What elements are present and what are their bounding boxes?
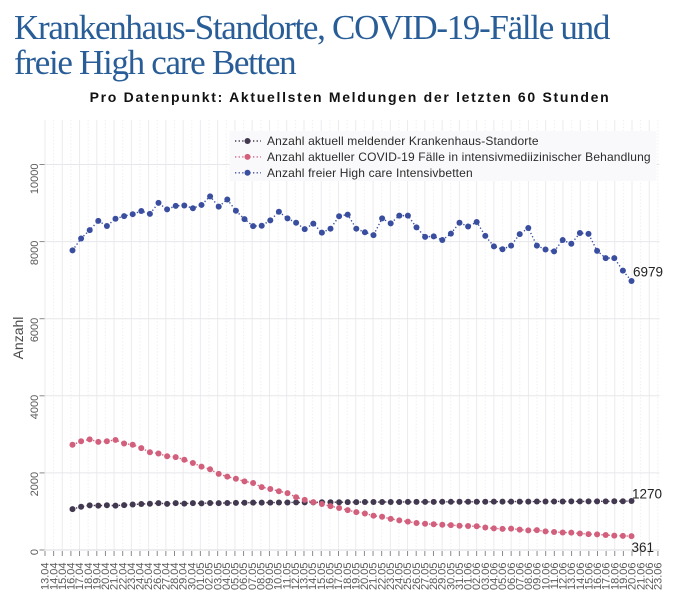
svg-text:30.04: 30.04: [186, 563, 198, 591]
svg-text:10000: 10000: [29, 164, 41, 195]
svg-text:19.06: 19.06: [618, 563, 630, 591]
svg-text:23.05: 23.05: [385, 563, 397, 591]
svg-text:01.06: 01.06: [463, 563, 475, 591]
svg-text:24.05: 24.05: [394, 563, 406, 591]
svg-text:19.05: 19.05: [350, 563, 362, 591]
svg-text:14.04: 14.04: [48, 563, 60, 591]
svg-text:1270: 1270: [632, 487, 662, 502]
svg-text:09.06: 09.06: [532, 563, 544, 591]
svg-text:28.05: 28.05: [428, 563, 440, 591]
svg-text:18.05: 18.05: [342, 563, 354, 591]
svg-text:Anzahl aktueller COVID-19 Fäll: Anzahl aktueller COVID-19 Fälle in inten…: [267, 150, 651, 164]
svg-text:04.06: 04.06: [489, 563, 501, 591]
svg-text:20.06: 20.06: [627, 563, 639, 591]
svg-text:07.06: 07.06: [514, 563, 526, 591]
svg-text:15.05: 15.05: [316, 563, 328, 591]
svg-text:24.04: 24.04: [135, 563, 147, 591]
svg-text:03.05: 03.05: [212, 563, 224, 591]
svg-text:13.05: 13.05: [299, 563, 311, 591]
svg-text:09.05: 09.05: [264, 563, 276, 591]
svg-text:10.06: 10.06: [540, 563, 552, 591]
svg-text:05.06: 05.06: [497, 563, 509, 591]
svg-text:22.04: 22.04: [117, 563, 129, 591]
svg-text:23.06: 23.06: [653, 563, 665, 591]
svg-text:21.05: 21.05: [368, 563, 380, 591]
svg-text:26.05: 26.05: [411, 563, 423, 591]
svg-text:08.06: 08.06: [523, 563, 535, 591]
svg-text:29.04: 29.04: [178, 563, 190, 591]
svg-text:12.05: 12.05: [290, 563, 302, 591]
svg-text:Anzahl aktuell meldender Krank: Anzahl aktuell meldender Krankenhaus-Sta…: [267, 134, 539, 148]
svg-text:03.06: 03.06: [480, 563, 492, 591]
svg-text:27.04: 27.04: [160, 563, 172, 591]
svg-text:10.05: 10.05: [273, 563, 285, 591]
svg-text:31.05: 31.05: [454, 563, 466, 591]
svg-text:12.06: 12.06: [558, 563, 570, 591]
svg-text:16.04: 16.04: [66, 563, 78, 591]
svg-text:28.04: 28.04: [169, 563, 181, 591]
svg-text:15.06: 15.06: [583, 563, 595, 591]
svg-text:02.05: 02.05: [204, 563, 216, 591]
svg-text:05.05: 05.05: [230, 563, 242, 591]
svg-text:15.04: 15.04: [57, 563, 69, 591]
svg-text:16.05: 16.05: [325, 563, 337, 591]
svg-text:08.05: 08.05: [255, 563, 267, 591]
svg-text:19.04: 19.04: [91, 563, 103, 591]
svg-text:17.04: 17.04: [74, 563, 86, 591]
svg-text:01.05: 01.05: [195, 563, 207, 591]
svg-text:6979: 6979: [633, 265, 663, 280]
svg-text:20.04: 20.04: [100, 563, 112, 591]
svg-text:22.06: 22.06: [644, 563, 656, 591]
svg-text:4000: 4000: [29, 395, 41, 419]
svg-text:Anzahl: Anzahl: [10, 317, 26, 360]
svg-text:18.04: 18.04: [83, 563, 95, 591]
svg-text:27.05: 27.05: [419, 563, 431, 591]
svg-text:14.06: 14.06: [575, 563, 587, 591]
svg-text:17.06: 17.06: [601, 563, 613, 591]
svg-text:361: 361: [632, 540, 655, 555]
svg-text:04.05: 04.05: [221, 563, 233, 591]
svg-text:2000: 2000: [29, 472, 41, 496]
svg-text:13.06: 13.06: [566, 563, 578, 591]
svg-text:26.04: 26.04: [152, 563, 164, 591]
svg-text:6000: 6000: [29, 318, 41, 342]
svg-text:02.06: 02.06: [471, 563, 483, 591]
svg-text:0: 0: [29, 549, 41, 555]
svg-text:13.04: 13.04: [40, 563, 52, 591]
svg-text:23.04: 23.04: [126, 563, 138, 591]
svg-text:21.06: 21.06: [635, 563, 647, 591]
svg-text:06.06: 06.06: [506, 563, 518, 591]
svg-text:11.05: 11.05: [281, 563, 293, 590]
svg-text:16.06: 16.06: [592, 563, 604, 591]
svg-text:25.05: 25.05: [402, 563, 414, 591]
svg-text:8000: 8000: [29, 241, 41, 265]
svg-text:20.05: 20.05: [359, 563, 371, 591]
svg-text:14.05: 14.05: [307, 563, 319, 591]
svg-text:18.06: 18.06: [609, 563, 621, 591]
svg-text:06.05: 06.05: [238, 563, 250, 591]
svg-text:22.05: 22.05: [376, 563, 388, 591]
svg-text:30.05: 30.05: [445, 563, 457, 591]
svg-text:07.05: 07.05: [247, 563, 259, 591]
svg-text:25.04: 25.04: [143, 563, 155, 591]
svg-text:11.06: 11.06: [549, 563, 561, 590]
svg-text:Anzahl freier High care Intens: Anzahl freier High care Intensivbetten: [267, 166, 473, 180]
svg-text:17.05: 17.05: [333, 563, 345, 591]
svg-text:29.05: 29.05: [437, 563, 449, 591]
svg-text:21.04: 21.04: [109, 563, 121, 591]
